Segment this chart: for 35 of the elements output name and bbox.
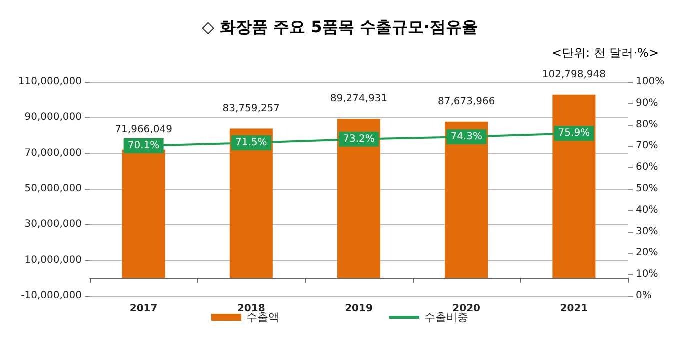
y2-tick-label: 80% [636,119,658,130]
y-tick-label: 30,000,000 [24,219,82,230]
data-label: 102,798,948 [542,69,606,80]
chart-title: ◇ 화장품 주요 5품목 수출규모·점유율 [202,18,478,36]
y2-tick-label: 70% [636,140,658,152]
bar [337,118,381,278]
legend-label: 수출비중 [424,311,468,324]
y2-tick-label: 10% [636,269,658,280]
bar [445,122,488,278]
y-tick-label: 110,000,000 [18,76,82,88]
bar [552,94,596,278]
data-label: 83,759,257 [222,103,280,114]
y2-tick-label: 90% [636,98,658,109]
y2-tick-label: 30% [636,226,658,238]
x-tick-label: 2019 [345,304,373,314]
data-label: 71,966,049 [115,124,172,136]
y-tick-label: 70,000,000 [24,148,82,159]
y2-tick-label: 50% [636,184,658,194]
data-label: 89,274,931 [330,93,388,104]
y-tick-label: 10,000,000 [24,254,82,266]
legend-label: 수출액 [246,311,280,324]
bar [122,150,166,278]
bar [230,128,273,278]
x-tick-label: 2021 [560,304,588,314]
y-tick-label: -10,000,000 [21,290,82,302]
y2-tick-label: 60% [636,162,658,174]
y2-tick-label: 40% [636,204,658,216]
data-label: 87,673,966 [438,96,496,108]
y2-tick-label: 20% [636,248,658,259]
chart-subtitle: <단위: 천 달러·%> [552,46,659,60]
y-tick-label: 50,000,000 [24,184,82,194]
y-tick-label: 90,000,000 [24,112,82,124]
y2-tick-label: 100% [636,76,665,88]
y2-tick-label: 0% [636,290,652,302]
x-tick-label: 2017 [130,304,158,314]
